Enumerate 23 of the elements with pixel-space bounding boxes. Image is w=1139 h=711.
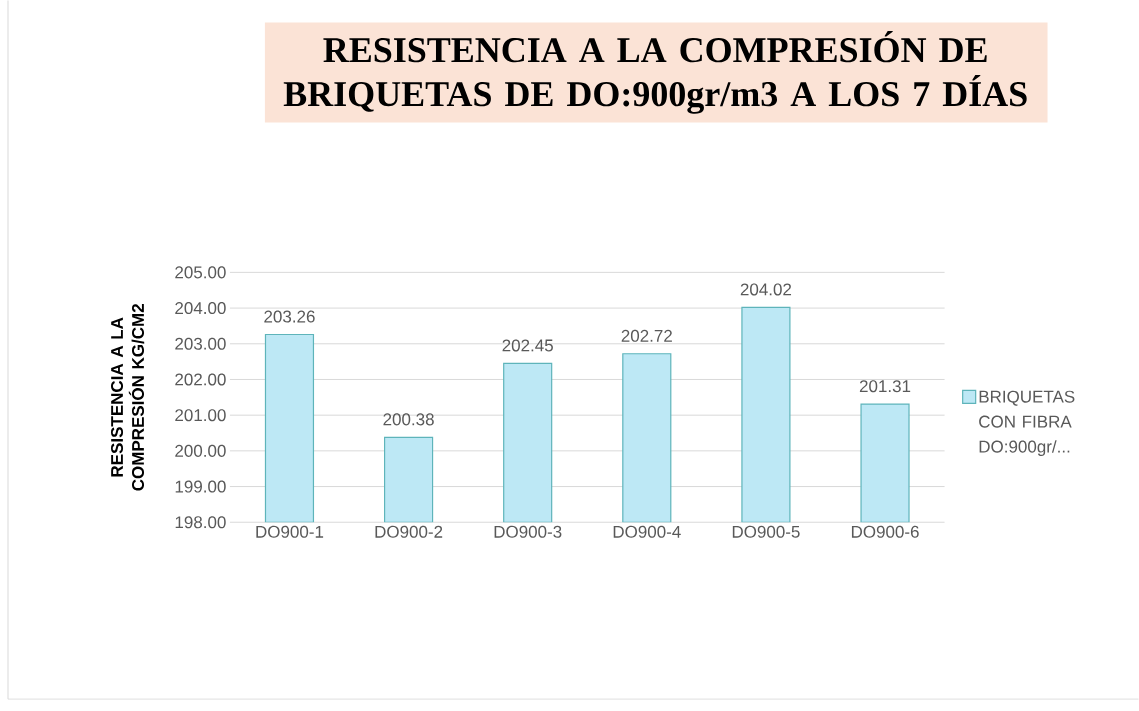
y-tick-label: 203.00	[175, 337, 226, 350]
y-tick-label: 202.00	[175, 373, 226, 386]
y-tick-label: 200.00	[175, 444, 226, 457]
x-tick-label: DO900-4	[613, 525, 681, 538]
x-tick-label: DO900-5	[732, 525, 800, 538]
x-tick-label: DO900-1	[256, 525, 324, 538]
data-label: 203.26	[264, 310, 315, 323]
y-tick-label: 201.00	[175, 409, 226, 422]
y-tick-label: 199.00	[175, 480, 226, 493]
chart-title: RESISTENCIA A LA COMPRESIÓN DE BRIQUETAS DE DO:900gr/m3 A LOS 7 DÍAS	[283, 30, 1027, 114]
data-label: 200.38	[383, 413, 434, 426]
data-label: 204.02	[740, 283, 792, 296]
data-label: 201.31	[859, 380, 911, 393]
y-axis-title: RESISTENCIA A LA COMPRESIÓN KG/CM2	[111, 303, 145, 491]
x-tick-label: DO900-2	[375, 525, 443, 538]
y-tick-label: 204.00	[175, 301, 226, 315]
legend-label: BRIQUETAS CON FIBRA DO:900gr/...	[979, 390, 1075, 456]
y-tick-label: 205.00	[175, 266, 226, 279]
x-tick-label: DO900-3	[494, 525, 562, 538]
data-label: 202.45	[502, 339, 553, 352]
x-tick-label: DO900-6	[851, 525, 919, 538]
data-label: 202.72	[621, 329, 672, 342]
y-tick-label: 198.00	[175, 516, 226, 529]
